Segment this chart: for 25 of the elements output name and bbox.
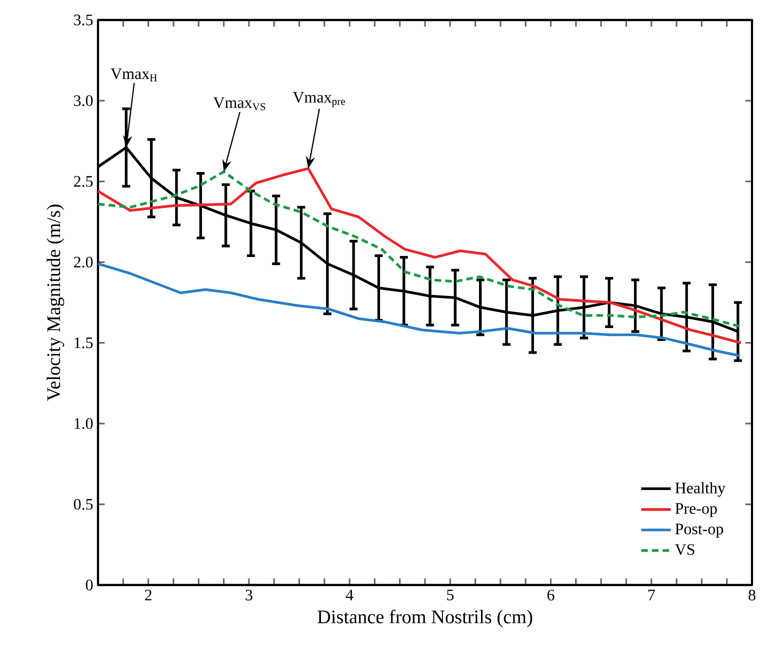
legend-label: Post-op xyxy=(675,524,724,538)
x-tick-label: 7 xyxy=(648,590,655,600)
y-axis-title: Velocity Magnitude (m/s) xyxy=(46,204,64,401)
y-tick-label: 1.0 xyxy=(74,418,93,430)
y-tick-label: 1.5 xyxy=(74,337,93,348)
annotation: Vmax$_{H}$ xyxy=(110,68,157,82)
legend-label: Healthy xyxy=(675,482,726,497)
x-tick-label: 5 xyxy=(447,590,454,600)
y-tick-label: 0 xyxy=(86,580,93,590)
x-tick-label: 6 xyxy=(547,590,554,600)
legend-label: Pre-op xyxy=(675,503,717,518)
x-axis-title: Distance from Nostrils (cm) xyxy=(318,610,532,628)
y-tick-label: 3.5 xyxy=(74,14,93,26)
x-tick-label: 3 xyxy=(246,590,252,600)
y-tick-label: 3.0 xyxy=(74,95,93,106)
y-tick-label: 2.5 xyxy=(74,176,93,187)
y-tick-label: 0.5 xyxy=(74,498,93,510)
x-tick-label: 2 xyxy=(145,590,152,600)
x-tick-label: 8 xyxy=(748,590,756,600)
line-series xyxy=(96,262,742,358)
legend-label: VS xyxy=(674,544,694,556)
annotation: Vmax$_{pre}$ xyxy=(292,92,346,108)
x-tick-label: 4 xyxy=(346,590,354,600)
annotation: Vmax$_{VS}$ xyxy=(213,97,266,110)
y-tick-label: 2.0 xyxy=(74,256,93,268)
